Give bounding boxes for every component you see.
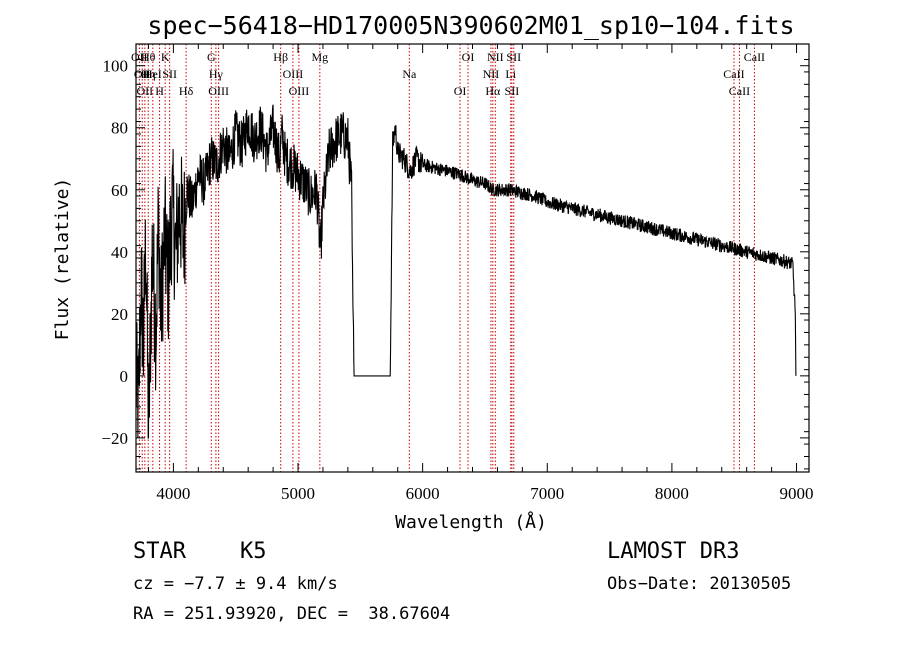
spectral-line-label: OII xyxy=(134,67,151,81)
ra-dec: RA = 251.93920, DEC = 38.67604 xyxy=(133,604,451,624)
spectral-line-label: Hγ xyxy=(209,67,224,81)
spectral-line-label: CaII xyxy=(729,84,750,98)
spectral-line-label: SII xyxy=(506,50,521,64)
object-subclass: K5 xyxy=(240,539,267,564)
y-tick-label: 80 xyxy=(111,119,128,138)
spectral-line-label: OIII xyxy=(208,84,229,98)
chart-title: spec−56418−HD170005N390602M01_sp10−104.f… xyxy=(147,11,794,40)
y-tick-label: 0 xyxy=(120,367,129,386)
line-labels: OIIOIIOIIHθHηHeIHKSIIHδGHγOIIIHβOIIIOIII… xyxy=(131,50,765,98)
spectral-line-label: SII xyxy=(505,84,520,98)
spectral-line-label: Mg xyxy=(311,50,328,64)
x-axis-label: Wavelength (Å) xyxy=(395,511,547,533)
spectral-line-label: CaII xyxy=(723,67,744,81)
y-tick-label: 40 xyxy=(111,243,128,262)
spectral-line-label: NII xyxy=(483,67,500,81)
y-axis: −20 0 20 40 60 80 100 xyxy=(101,57,809,470)
spectral-line-label: OIII xyxy=(283,67,304,81)
spectral-line-label: OI xyxy=(454,84,467,98)
object-class: STAR xyxy=(133,539,186,564)
x-tick-label: 5000 xyxy=(281,484,315,503)
redshift-cz: cz = −7.7 ± 9.4 km/s xyxy=(133,574,338,594)
y-tick-label: 20 xyxy=(111,305,128,324)
spectral-line-label: Hα xyxy=(485,84,501,98)
x-tick-label: 6000 xyxy=(406,484,440,503)
spectrum-line xyxy=(135,104,797,439)
spectral-line-label: OII xyxy=(131,50,148,64)
spectral-line-label: SII xyxy=(162,67,177,81)
y-axis-label: Flux (relative) xyxy=(52,178,73,341)
spectral-line-label: H xyxy=(155,84,164,98)
spectral-line-label: OIII xyxy=(289,84,310,98)
spectral-line-label: Hβ xyxy=(273,50,288,64)
x-axis: 4000 5000 6000 7000 8000 9000 xyxy=(147,44,814,503)
y-tick-label: 100 xyxy=(103,57,129,76)
observation-date: Obs−Date: 20130505 xyxy=(607,574,792,594)
spectral-line-label: OI xyxy=(462,50,475,64)
spectral-line-label: Li xyxy=(505,67,516,81)
x-tick-label: 9000 xyxy=(780,484,814,503)
spectral-line-label: Hθ xyxy=(141,50,156,64)
y-tick-label: −20 xyxy=(101,429,128,448)
spectral-line-label: CaII xyxy=(744,50,765,64)
x-tick-label: 7000 xyxy=(530,484,564,503)
spectral-line-label: G xyxy=(207,50,216,64)
spectral-line-label: Hη xyxy=(141,67,156,81)
line-markers xyxy=(138,44,755,472)
spectral-line-label: Na xyxy=(402,67,417,81)
spectral-line-label: Hδ xyxy=(179,84,194,98)
x-tick-label: 8000 xyxy=(655,484,689,503)
y-tick-label: 60 xyxy=(111,181,128,200)
spectral-line-label: OII xyxy=(137,84,154,98)
spectral-line-label: NII xyxy=(487,50,504,64)
survey-name: LAMOST DR3 xyxy=(607,539,740,564)
spectral-line-label: K xyxy=(161,50,170,64)
plot-frame xyxy=(135,43,810,473)
spectral-line-label: HeI xyxy=(144,67,162,81)
x-tick-label: 4000 xyxy=(156,484,190,503)
